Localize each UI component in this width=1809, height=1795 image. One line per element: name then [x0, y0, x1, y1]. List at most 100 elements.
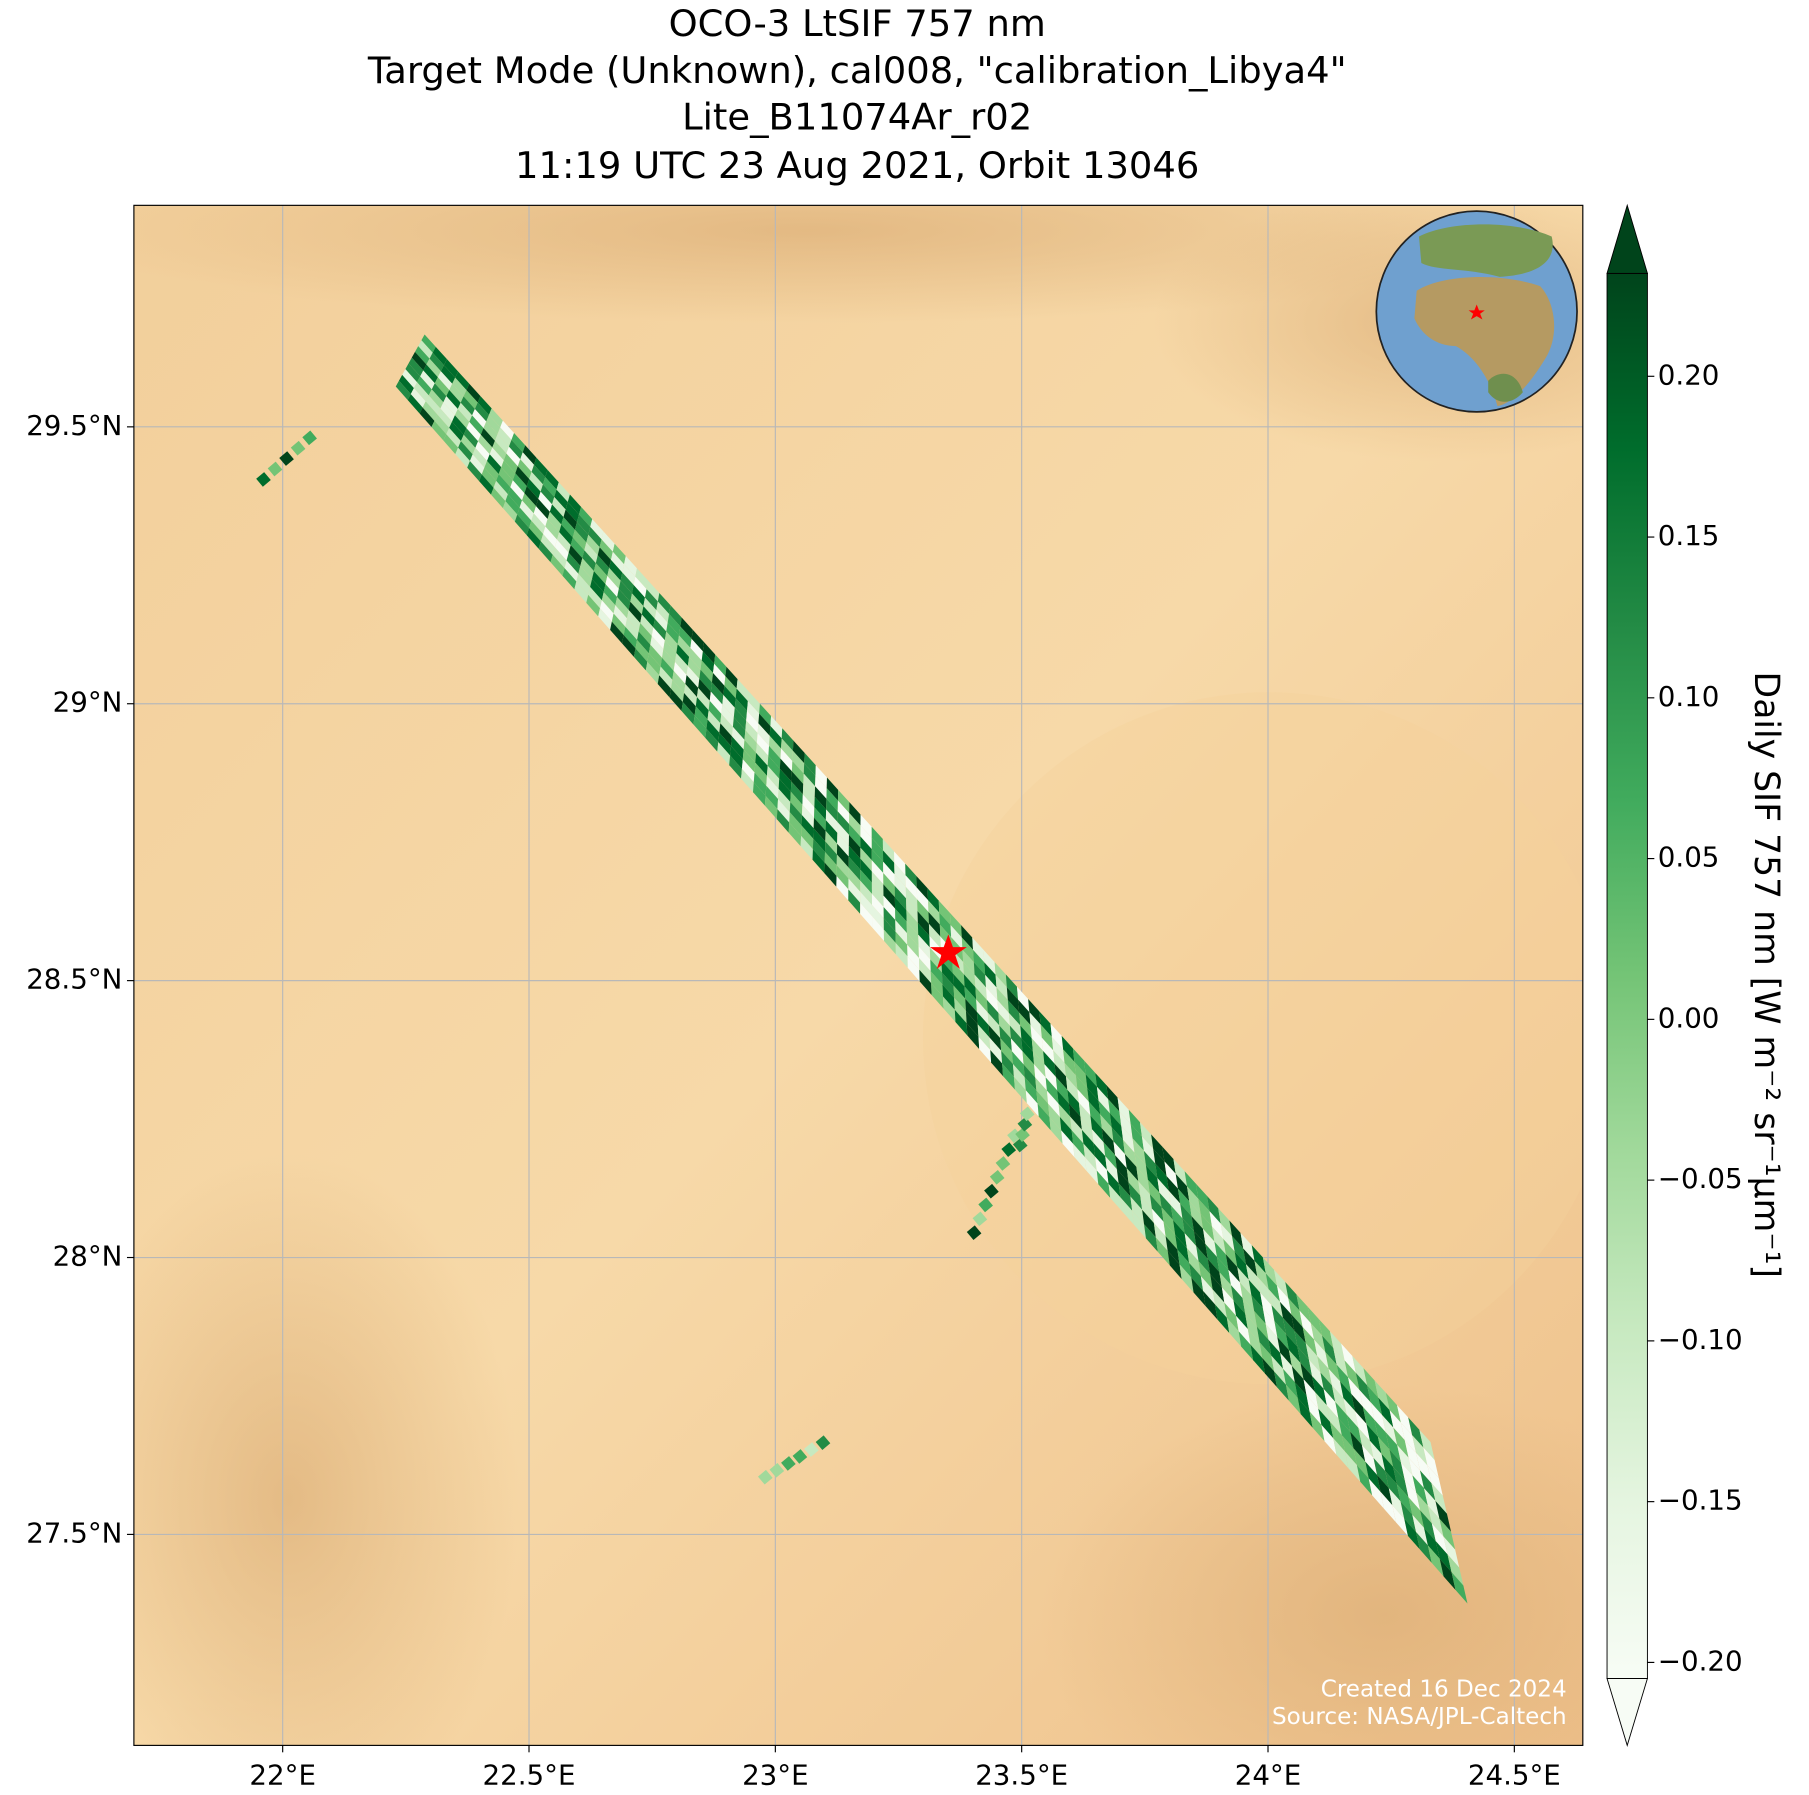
swath-cell: [1412, 1514, 1428, 1546]
swath-cell: [1377, 1474, 1393, 1506]
swath-cell: [1397, 1444, 1413, 1476]
swath-cell: [753, 772, 767, 796]
swath-cell: [966, 1225, 982, 1240]
swath-cell: [1071, 1130, 1085, 1158]
swath-cell: [1061, 1035, 1075, 1062]
swath-cell: [757, 723, 770, 746]
swath-cell: [610, 551, 625, 573]
swath-cell: [998, 1012, 1011, 1039]
swath-cell: [941, 960, 954, 986]
swath-cell: [1389, 1410, 1405, 1441]
swath-cell: [1203, 1291, 1218, 1320]
swath-cell: [1191, 1277, 1206, 1307]
swath-cell: [778, 778, 791, 803]
swath-cell: [1175, 1234, 1190, 1263]
swath-cell: [1177, 1188, 1192, 1217]
swath-cell: [497, 427, 512, 447]
swath-cell: [928, 900, 940, 925]
swath-cell: [1419, 1429, 1435, 1460]
swath-cell: [1096, 1170, 1111, 1198]
swath-cell: [1423, 1447, 1439, 1478]
swath-cell: [836, 876, 849, 901]
swath-cell: [576, 573, 591, 595]
swath-cell: [650, 635, 664, 658]
swath-cell: [407, 394, 423, 414]
swath-cell: [1435, 1500, 1452, 1532]
swath-cell: [684, 683, 697, 707]
swath-cell: [791, 761, 804, 785]
swath-cell: [1285, 1384, 1301, 1415]
swath-cell: [975, 987, 988, 1013]
swath-cell: [720, 713, 733, 737]
swath-cell: [723, 685, 736, 708]
swath-cell: [1083, 1143, 1097, 1171]
swath-cell: [770, 716, 783, 739]
swath-cell: [1341, 1343, 1356, 1373]
swath-cell: [1001, 1142, 1017, 1157]
swath-cell: [747, 691, 760, 714]
swath-cell: [588, 586, 602, 609]
swath-cell: [1400, 1422, 1417, 1453]
swath-cell: [1336, 1364, 1352, 1395]
swath-cell: [1294, 1382, 1310, 1412]
swath-cell: [1105, 1156, 1119, 1184]
swath-cell: [871, 860, 884, 885]
swath-cell: [452, 377, 467, 397]
swath-cell: [615, 597, 629, 619]
swath-cell: [1358, 1427, 1374, 1458]
swath-cell: [484, 460, 499, 481]
swath-cell: [1209, 1211, 1224, 1239]
swath-cell: [732, 717, 746, 740]
colorbar-tick-label: 0.10: [1658, 680, 1720, 713]
swath-cell: [455, 447, 470, 468]
swath-cell: [446, 389, 461, 410]
swath-cell: [1195, 1183, 1210, 1212]
swath-cell: [999, 1025, 1012, 1052]
swath-cell: [824, 851, 837, 877]
swath-cell: [952, 973, 966, 999]
colorbar-tick-label: −0.20: [1658, 1644, 1743, 1677]
swath-cell: [586, 594, 601, 617]
swath-cell: [620, 572, 634, 594]
x-tick-label: 24.5°E: [1468, 1759, 1561, 1792]
swath-cell: [656, 601, 670, 623]
swath-cell: [489, 447, 504, 468]
swath-cell: [837, 800, 850, 824]
swath-cell: [419, 407, 435, 428]
swath-cell: [549, 504, 564, 525]
swath-cell: [1140, 1195, 1154, 1224]
swath-cell: [1282, 1317, 1298, 1347]
swath-cell: [1285, 1333, 1301, 1363]
swath-cell: [1370, 1402, 1386, 1433]
swath-cell: [813, 817, 826, 842]
swath-cell: [1101, 1128, 1116, 1156]
swath-cell: [1009, 1025, 1023, 1052]
swath-cell: [698, 678, 711, 701]
swath-cell: [1291, 1366, 1307, 1396]
swath-cell: [895, 908, 907, 934]
swath-cell: [677, 635, 691, 657]
swath-cell: [1285, 1282, 1300, 1311]
swath-cell: [792, 750, 805, 774]
swath-cell: [895, 920, 908, 945]
swath-cell: [1139, 1122, 1154, 1149]
swath-cell: [514, 514, 530, 536]
swath-cell: [702, 642, 716, 664]
swath-cell: [637, 631, 651, 654]
swath-cell: [836, 854, 849, 879]
swath-cell: [803, 763, 816, 787]
swath-cell: [1260, 1292, 1275, 1322]
swath-cell: [1300, 1362, 1316, 1393]
swath-cell: [1163, 1221, 1178, 1250]
swath-cell: [928, 911, 941, 937]
swath-cell: [1283, 1368, 1298, 1399]
swath-cell: [815, 765, 827, 789]
swath-cell: [605, 576, 619, 598]
swath-cell: [1262, 1308, 1278, 1337]
y-tick-label: 29.5°N: [26, 409, 122, 442]
swath-cell: [1165, 1236, 1180, 1265]
swath-cell: [730, 745, 743, 769]
plot-frame: [133, 204, 1584, 1746]
swath-cell: [1164, 1161, 1178, 1189]
swath-cell: [567, 494, 582, 515]
